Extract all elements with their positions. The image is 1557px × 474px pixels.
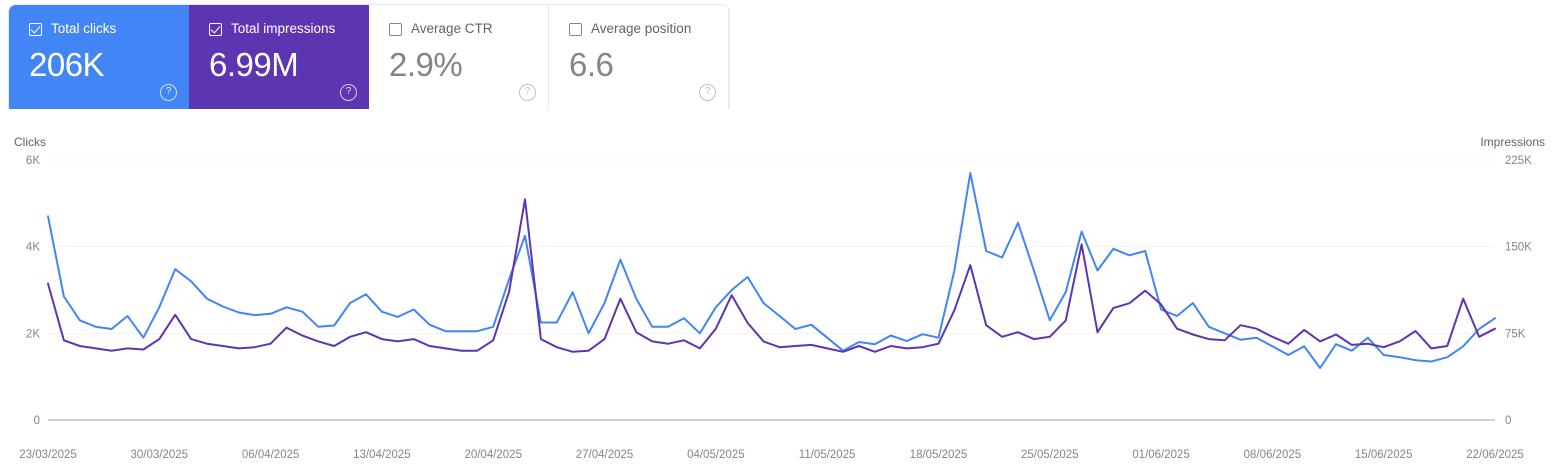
left-axis-tick: 0 [34,415,40,427]
right-axis-tick: 75K [1505,328,1526,340]
card-header: Average position [569,21,712,37]
right-axis-tick: 0 [1505,415,1511,427]
x-axis-tick: 13/04/2025 [353,449,411,461]
x-axis-tick: 25/05/2025 [1021,449,1079,461]
x-axis-tick: 18/05/2025 [910,449,968,461]
x-axis-tick: 11/05/2025 [799,449,856,461]
chart-canvas[interactable]: 0 0 2K 75K 4K 150K 6K 225K 23/03/2025 30/03/2025 0… [0,115,1557,474]
right-axis-tick: 150K [1505,242,1532,254]
metric-value-average-position: 6.6 [569,46,614,83]
x-axis-tick: 27/04/2025 [576,449,634,461]
metric-cards: Total clicks 206K ? Total impressions 6.… [8,4,730,109]
checkbox-average-ctr[interactable] [389,22,402,36]
left-axis-tick: 6K [26,155,40,167]
left-axis-tick: 4K [26,242,40,254]
card-header: Total clicks [29,21,173,37]
x-axis-tick: 04/05/2025 [687,449,745,461]
metric-value-average-ctr: 2.9% [389,46,463,83]
x-axis-tick: 01/06/2025 [1132,449,1190,461]
metric-label-average-ctr: Average CTR [411,21,493,36]
x-axis-tick: 08/06/2025 [1244,449,1302,461]
help-icon-total-impressions[interactable]: ? [340,84,357,101]
right-axis-title: Impressions [1480,135,1545,149]
metric-label-total-clicks: Total clicks [51,21,117,36]
help-icon-average-position[interactable]: ? [699,84,716,101]
card-header: Total impressions [209,21,353,37]
right-axis-tick: 225K [1505,155,1532,167]
performance-chart[interactable]: Clicks Impressions 0 0 2K 75K 4K 150K 6K 225K 23… [0,115,1557,474]
x-axis-tick: 06/04/2025 [242,449,300,461]
series-line-clicks[interactable] [47,172,1496,369]
metric-value-total-clicks: 206K [29,46,105,83]
metric-card-average-position[interactable]: Average position 6.6 ? [549,5,729,109]
metric-value-total-impressions: 6.99M [209,46,299,83]
metric-label-total-impressions: Total impressions [231,21,336,36]
card-header: Average CTR [389,21,532,37]
metric-card-total-impressions[interactable]: Total impressions 6.99M ? [189,5,369,109]
series-line-impressions[interactable] [47,198,1496,353]
metric-card-total-clicks[interactable]: Total clicks 206K ? [9,5,189,109]
checkbox-total-clicks[interactable] [29,22,42,36]
x-axis-tick: 20/04/2025 [464,449,522,461]
checkbox-total-impressions[interactable] [209,22,222,36]
checkbox-average-position[interactable] [569,22,582,36]
help-icon-average-ctr[interactable]: ? [519,84,536,101]
help-icon-total-clicks[interactable]: ? [160,84,177,101]
left-axis-tick: 2K [26,328,40,340]
left-axis-title: Clicks [14,135,46,149]
x-axis-tick: 15/06/2025 [1355,449,1413,461]
x-axis-tick: 30/03/2025 [131,449,189,461]
metric-label-average-position: Average position [591,21,692,36]
x-axis-tick: 23/03/2025 [19,449,77,461]
x-axis-tick: 22/06/2025 [1466,449,1524,461]
metric-card-average-ctr[interactable]: Average CTR 2.9% ? [369,5,549,109]
